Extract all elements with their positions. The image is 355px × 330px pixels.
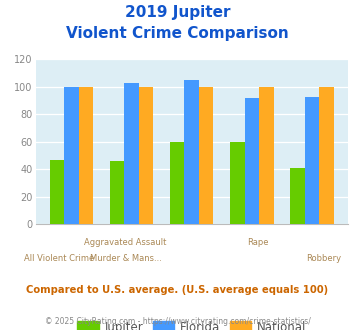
Bar	[110, 161, 124, 224]
Bar	[170, 142, 185, 224]
Text: Murder & Mans...: Murder & Mans...	[89, 254, 162, 263]
Text: 2019 Jupiter: 2019 Jupiter	[125, 5, 230, 20]
Text: © 2025 CityRating.com - https://www.cityrating.com/crime-statistics/: © 2025 CityRating.com - https://www.city…	[45, 317, 310, 326]
Bar	[139, 87, 153, 224]
Bar	[290, 168, 305, 224]
Text: Robbery: Robbery	[306, 254, 342, 263]
Legend: Jupiter, Florida, National: Jupiter, Florida, National	[73, 316, 311, 330]
Text: Compared to U.S. average. (U.S. average equals 100): Compared to U.S. average. (U.S. average …	[26, 285, 329, 295]
Bar	[230, 142, 245, 224]
Text: Violent Crime Comparison: Violent Crime Comparison	[66, 26, 289, 41]
Bar	[185, 80, 199, 224]
Bar	[78, 87, 93, 224]
Bar	[259, 87, 274, 224]
Bar	[245, 98, 259, 224]
Bar	[124, 83, 139, 224]
Text: Aggravated Assault: Aggravated Assault	[84, 238, 167, 247]
Text: Rape: Rape	[247, 238, 269, 247]
Bar	[50, 160, 64, 224]
Text: All Violent Crime: All Violent Crime	[24, 254, 94, 263]
Bar	[305, 96, 319, 224]
Bar	[319, 87, 334, 224]
Bar	[64, 87, 78, 224]
Bar	[199, 87, 213, 224]
